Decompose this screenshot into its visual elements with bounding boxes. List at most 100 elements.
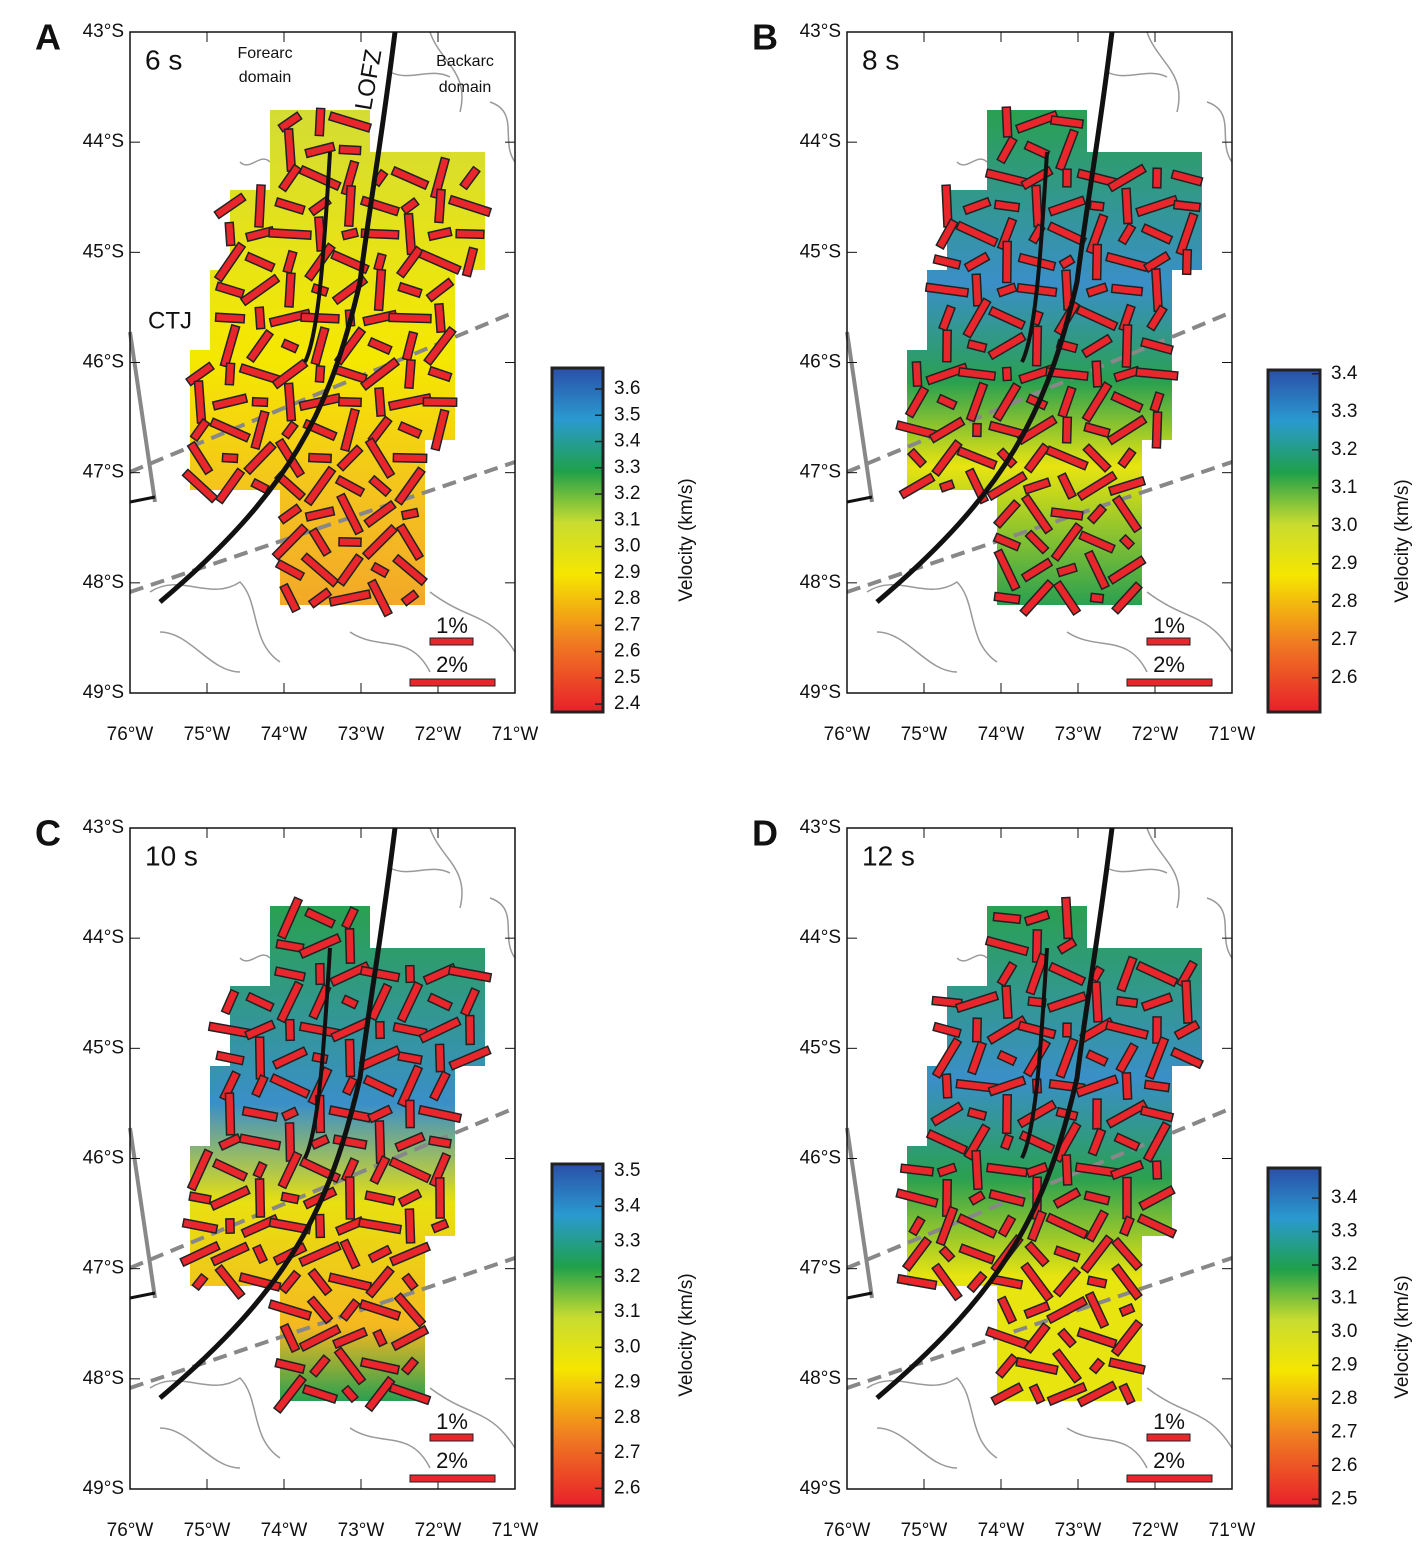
map-panel: 76°W 75°W 74°W 73°W 72°W 71°W 43°S 44°S 45°S 46°S… [35, 813, 538, 1542]
anisotropy-bar [1078, 530, 1116, 554]
lat-tick-label: 48°S [83, 572, 124, 593]
lon-tick-label: 71°W [492, 724, 539, 745]
anisotropy-bar [304, 506, 336, 522]
trench-segment [846, 495, 873, 504]
lon-tick-label: 74°W [978, 1520, 1025, 1541]
anisotropy-bar [340, 407, 360, 453]
colorbar-tick-label: 2.7 [1331, 1421, 1357, 1442]
colorbar-tick-label: 2.6 [1331, 667, 1357, 688]
lat-tick-label: 47°S [800, 1258, 841, 1279]
anisotropy-bar [339, 1298, 361, 1322]
anisotropy-bar [307, 587, 333, 609]
anisotropy-bar [274, 558, 306, 582]
anisotropy-bar [225, 1217, 235, 1235]
anisotropy-bar [908, 1215, 926, 1237]
anisotropy-bar [1086, 503, 1108, 525]
colorbar-tick-label: 2.8 [614, 1407, 640, 1428]
anisotropy-bar [392, 553, 428, 587]
colorbar-tick-label: 3.3 [614, 1231, 640, 1252]
anisotropy-bar [1104, 1020, 1150, 1040]
anisotropy-bar [1140, 337, 1174, 355]
anisotropy-bar [1106, 414, 1148, 446]
trench-segment [129, 1291, 156, 1300]
anisotropy-bar [1045, 445, 1089, 471]
anisotropy-bar [447, 965, 493, 983]
anisotropy-bar [925, 1128, 969, 1156]
period-label: 6 s [145, 44, 182, 75]
anisotropy-bar [898, 472, 936, 500]
anisotropy-bar [1135, 194, 1179, 218]
lat-tick-label: 49°S [800, 1478, 841, 1499]
anisotropy-bar [956, 446, 998, 470]
anisotropy-bar [1051, 1348, 1083, 1384]
anisotropy-bar [250, 477, 270, 495]
anisotropy-bar [1111, 1236, 1143, 1272]
lon-tick-label: 75°W [901, 1520, 948, 1541]
scale-bar [409, 678, 496, 687]
anisotropy-bar [987, 305, 1027, 331]
anisotropy-bar [340, 994, 360, 1010]
anisotropy-bar [1142, 250, 1172, 274]
anisotropy-bar [224, 1092, 236, 1136]
colorbar-tick-label: 3.1 [1331, 477, 1357, 498]
anisotropy-bar [1001, 366, 1013, 382]
anisotropy-bar [1020, 1261, 1054, 1303]
anisotropy-bar [1001, 106, 1013, 138]
anisotropy-bar [1062, 1022, 1072, 1038]
anisotropy-bar [429, 156, 451, 200]
anisotropy-bar [1020, 557, 1054, 583]
anisotropy-bar [962, 196, 992, 216]
fault-lofz [875, 827, 1115, 1400]
anisotropy-bar [328, 589, 372, 607]
anisotropy-bar [1022, 477, 1052, 495]
anisotropy-bar [418, 248, 462, 276]
anisotropy-bar [1085, 282, 1109, 298]
anisotropy-bar [427, 365, 453, 383]
anisotropy-bar [1047, 195, 1087, 217]
anisotropy-bar [1085, 213, 1109, 255]
anisotropy-bar [993, 199, 1021, 213]
coastline [149, 31, 516, 673]
anisotropy-bar [215, 1050, 245, 1066]
anisotropy-bar [254, 306, 266, 330]
anisotropy-bar [1075, 1074, 1119, 1098]
anisotropy-bar [992, 498, 1022, 530]
anisotropy-bar [418, 1016, 462, 1044]
anisotropy-bar [1055, 128, 1079, 172]
anisotropy-bar [400, 197, 420, 215]
scale-bar [429, 1433, 474, 1442]
anisotropy-bar [1001, 240, 1013, 284]
anisotropy-bar [1175, 211, 1199, 257]
anisotropy-bar [370, 561, 390, 579]
anisotropy-bar [1076, 1380, 1118, 1408]
trench [128, 1127, 157, 1299]
lat-tick-label: 43°S [83, 817, 124, 838]
anisotropy-bar [397, 1051, 423, 1065]
anisotropy-bar [1116, 955, 1138, 993]
anisotropy-bar [996, 1295, 1018, 1325]
anisotropy-bar [1115, 1042, 1139, 1074]
anisotropy-bar [1135, 367, 1179, 381]
lat-tick-label: 44°S [800, 131, 841, 152]
lon-tick-label: 71°W [1209, 1520, 1256, 1541]
scale-label: 1% [1153, 1409, 1185, 1434]
anisotropy-bar [966, 1270, 988, 1294]
anisotropy-bar [986, 470, 1028, 502]
anisotropy-bar [185, 361, 215, 387]
anisotropy-bar [428, 1151, 452, 1189]
anisotropy-bar [1118, 1215, 1136, 1237]
panel-letter: D [752, 813, 778, 854]
anisotropy-bar [1113, 1132, 1141, 1152]
anisotropy-bar [306, 1295, 334, 1325]
anisotropy-bar [1081, 381, 1113, 423]
anisotropy-bar [1025, 1161, 1049, 1179]
anisotropy-bar [422, 396, 458, 408]
anisotropy-bar [417, 1104, 463, 1124]
anisotropy-bar [274, 1357, 306, 1375]
anisotropy-bar [971, 1017, 983, 1043]
anisotropy-bar [401, 1272, 419, 1292]
anisotropy-bar [1111, 494, 1143, 534]
anisotropy-bar [461, 246, 479, 278]
anisotropy-bar [366, 1104, 394, 1124]
anisotropy-bar [1058, 254, 1076, 270]
